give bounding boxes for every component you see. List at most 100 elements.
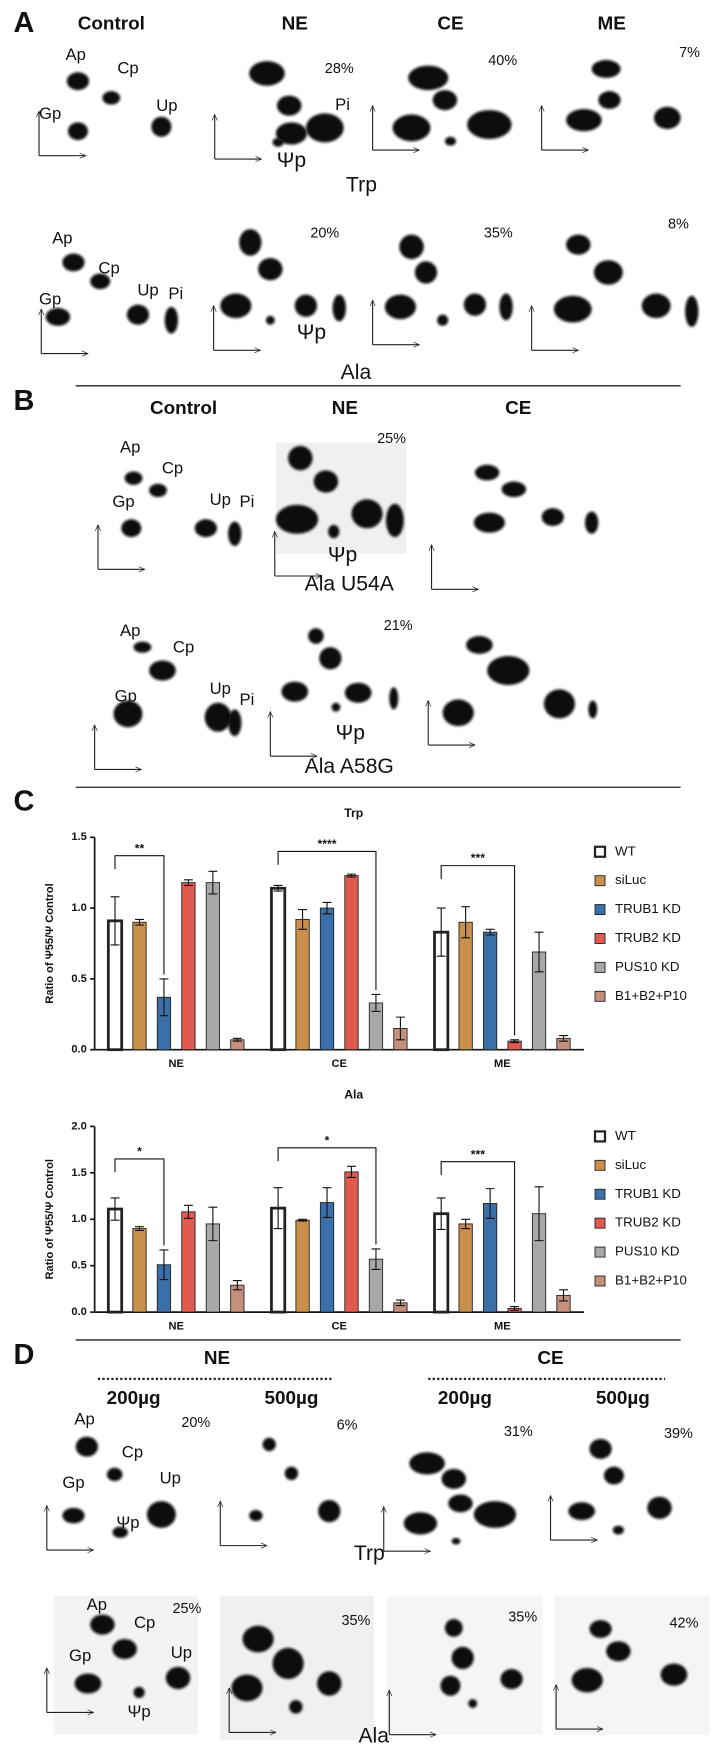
chart-title: Trp <box>344 806 363 820</box>
tlc-spot <box>432 90 458 111</box>
tlc-spot <box>473 512 505 533</box>
tlc-spot <box>74 1673 102 1694</box>
tlc-spot <box>328 524 340 539</box>
legend-swatch <box>594 1217 606 1229</box>
tlc-spot <box>389 687 399 710</box>
tlc-spot <box>228 709 242 737</box>
legend-swatch <box>594 875 606 887</box>
tlc-spot <box>242 1625 274 1653</box>
significance-label: * <box>137 1144 142 1158</box>
error-bar <box>208 1206 218 1242</box>
tlc-spot <box>121 519 142 538</box>
tlc-spot <box>463 293 487 316</box>
label: 35% <box>508 1610 537 1626</box>
tlc-spot <box>313 470 339 493</box>
tlc-spot <box>641 293 671 319</box>
legend-swatch <box>593 1130 607 1143</box>
legend-swatch <box>594 1159 606 1171</box>
legend-label: TRUB2 KD <box>615 930 681 945</box>
tlc-spot <box>272 137 284 147</box>
error-bar <box>347 873 356 878</box>
label: Ψp <box>277 149 306 172</box>
label: Gp <box>62 1473 84 1492</box>
x-tick-label: CE <box>332 1058 347 1070</box>
label: NE <box>282 13 308 34</box>
tlc-spot <box>448 1494 473 1513</box>
tlc-spot <box>106 1467 123 1482</box>
label: Ala U54A <box>305 572 395 595</box>
tlc-spot <box>281 681 309 702</box>
label: 7% <box>679 45 700 61</box>
error-bar <box>534 931 544 973</box>
error-bar <box>559 1034 568 1042</box>
bar <box>344 1171 359 1313</box>
tlc-spot <box>500 1669 523 1690</box>
label: B <box>13 385 34 417</box>
error-bar <box>298 1218 308 1222</box>
bar <box>344 875 359 1051</box>
label: Ψp <box>336 721 365 744</box>
bar <box>458 921 473 1051</box>
label: Control <box>150 398 217 419</box>
legend-label: siLuc <box>615 1157 646 1172</box>
tlc-spot <box>351 499 383 529</box>
label: Ap <box>87 1595 107 1614</box>
tlc-spot <box>75 1436 98 1457</box>
tlc-spot <box>653 106 681 129</box>
tlc-spot <box>444 1619 463 1637</box>
tlc-spot <box>566 234 591 255</box>
label: CE <box>505 398 531 419</box>
tlc-spot <box>331 702 341 712</box>
tlc-spot <box>294 294 318 317</box>
tlc-spot <box>284 1466 299 1481</box>
y-tick-label: 0.0 <box>71 1044 86 1056</box>
label: 40% <box>488 53 517 69</box>
tlc-spot <box>487 656 530 685</box>
tlc-spot <box>598 91 621 109</box>
legend-swatch <box>593 845 607 858</box>
label: 200µg <box>438 1388 492 1409</box>
legend-swatch <box>594 1246 606 1258</box>
label: Trp <box>346 173 377 196</box>
error-bar <box>322 1187 332 1218</box>
tlc-spot <box>541 508 564 526</box>
legend-label: B1+B2+P10 <box>615 988 687 1003</box>
error-bar <box>436 907 446 957</box>
label: ME <box>598 13 626 34</box>
tlc-spot <box>317 1671 342 1696</box>
tlc-spot <box>566 108 602 132</box>
tlc-spot <box>319 647 342 670</box>
tlc-spot <box>440 1675 461 1696</box>
tlc-spot <box>468 1699 478 1708</box>
tlc-spot <box>660 1663 688 1686</box>
tlc-spot <box>403 1512 438 1535</box>
gel-background <box>553 1595 710 1735</box>
tlc-spot <box>258 257 283 281</box>
tlc-spot <box>474 464 500 481</box>
error-bar <box>135 918 144 926</box>
significance-label: *** <box>471 851 486 865</box>
tlc-spot <box>399 234 424 260</box>
significance-bracket <box>440 865 516 1036</box>
label: NE <box>332 398 358 419</box>
tlc-spot <box>262 1437 276 1452</box>
tlc-spot <box>220 293 252 319</box>
label: Up <box>160 1468 181 1487</box>
error-bar <box>371 1248 381 1270</box>
label: 8% <box>668 216 689 232</box>
tlc-spot <box>332 294 346 322</box>
label: Ap <box>66 45 86 64</box>
error-bar <box>347 1165 356 1179</box>
bar <box>458 1223 473 1313</box>
tlc-spot <box>90 1614 115 1635</box>
label: 28% <box>325 61 354 77</box>
label: 200µg <box>107 1388 161 1409</box>
label: 35% <box>484 225 513 241</box>
tlc-spot <box>45 308 71 326</box>
error-bar <box>159 978 169 1017</box>
error-bar <box>273 1187 283 1230</box>
tlc-spot <box>408 65 449 91</box>
legend-label: PUS10 KD <box>615 959 679 974</box>
label: Up <box>156 96 177 115</box>
